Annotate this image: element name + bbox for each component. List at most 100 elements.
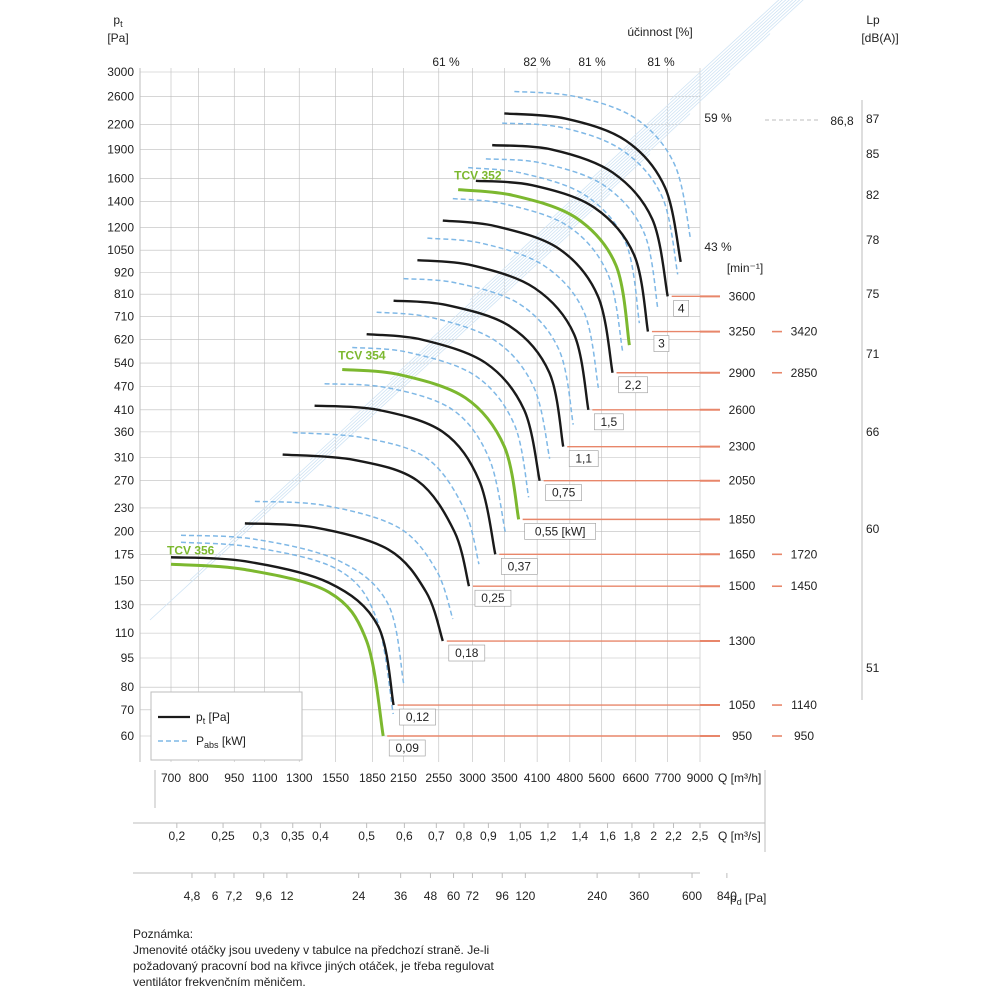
pd-subscript: d bbox=[737, 897, 742, 907]
x-tick-label-m3h: 9000 bbox=[687, 771, 714, 785]
series-label: TCV 356 bbox=[167, 543, 215, 557]
speed-label: 2050 bbox=[729, 474, 756, 488]
efficiency-guide bbox=[189, 193, 611, 581]
y-tick-label: 920 bbox=[114, 266, 134, 280]
x-tick-label-pd: 72 bbox=[466, 889, 480, 903]
y-tick-label: 2600 bbox=[107, 89, 134, 103]
footnote-line: ventilátor frekvenčním měničem. bbox=[133, 975, 306, 989]
y-axis-unit: [Pa] bbox=[107, 31, 128, 45]
legend-box bbox=[150, 691, 303, 761]
efficiency-guide bbox=[469, 0, 797, 301]
x-tick-label-m3s: 0,3 bbox=[252, 829, 269, 843]
lp-tick-label: 75 bbox=[866, 287, 880, 301]
power-box bbox=[388, 739, 426, 757]
y-tick-label: 230 bbox=[114, 501, 134, 515]
x-tick-label-pd: 7,2 bbox=[226, 889, 243, 903]
power-box bbox=[524, 523, 596, 540]
y-tick-label: 1400 bbox=[107, 194, 134, 208]
legend-pt-unit: [Pa] bbox=[205, 710, 230, 724]
efficiency-guide bbox=[589, 0, 787, 181]
power-label: 0,25 bbox=[481, 591, 505, 605]
pabs-curve bbox=[514, 90, 692, 241]
pabs-curve bbox=[352, 346, 530, 498]
x-tick-label-m3s: 2,5 bbox=[692, 829, 709, 843]
x-tick-label-m3s: 1,2 bbox=[540, 829, 557, 843]
pt-curve bbox=[442, 219, 614, 373]
speed-right-label: 950 bbox=[794, 729, 814, 743]
speed-unit: [min⁻¹] bbox=[727, 261, 763, 275]
series-label: TCV 352 bbox=[454, 169, 502, 183]
speed-label: 1650 bbox=[729, 547, 756, 561]
power-box bbox=[673, 300, 689, 317]
x-tick-label-pd: 12 bbox=[280, 889, 294, 903]
y-tick-label: 270 bbox=[114, 474, 134, 488]
power-label: 0,09 bbox=[396, 741, 420, 755]
legend: pt [Pa] Pabs [kW] bbox=[150, 691, 303, 761]
x-tick-label-m3s: 0,35 bbox=[281, 829, 305, 843]
pt-curve bbox=[314, 404, 497, 555]
x-tick-label-m3s: 0,9 bbox=[480, 829, 497, 843]
x-tick-label-pd: 36 bbox=[394, 889, 408, 903]
speed-label: 2900 bbox=[729, 366, 756, 380]
pd-unit: [Pa] bbox=[742, 891, 767, 905]
efficiency-guide bbox=[549, 0, 790, 221]
efficiency-guide bbox=[149, 233, 571, 621]
highlight-curve bbox=[342, 367, 521, 520]
footnote: Poznámka: Jmenovité otáčky jsou uvedeny … bbox=[133, 926, 593, 990]
x-axis-unit-pd: pd [Pa] bbox=[730, 891, 766, 907]
x-tick-label-m3h: 2150 bbox=[390, 771, 417, 785]
series-label: TCV 354 bbox=[338, 348, 386, 362]
y-tick-label: 175 bbox=[114, 547, 134, 561]
y-tick-label: 470 bbox=[114, 380, 134, 394]
pabs-curve bbox=[452, 197, 624, 351]
speed-right-label: 1140 bbox=[791, 698, 817, 712]
x-tick-label-m3s: 0,25 bbox=[211, 829, 235, 843]
power-label: 4 bbox=[678, 301, 685, 315]
x-tick-label-m3h: 1100 bbox=[252, 771, 278, 785]
pabs-curve bbox=[180, 534, 405, 684]
x-tick-label-m3s: 0,4 bbox=[312, 829, 329, 843]
y-tick-label: 130 bbox=[114, 598, 134, 612]
axes: 3000260022001900160014001200105092081071… bbox=[107, 55, 879, 903]
y-axis-symbol: p bbox=[113, 13, 120, 27]
speed-label: 2300 bbox=[729, 440, 756, 454]
speed-right-label: 3420 bbox=[791, 325, 818, 339]
power-label: 2,2 bbox=[625, 378, 642, 392]
legend-pt-label: pt [Pa] bbox=[196, 710, 230, 726]
x-tick-label-m3h: 7700 bbox=[654, 771, 681, 785]
y-tick-label: 70 bbox=[121, 703, 135, 717]
lp-tick-label: 51 bbox=[866, 661, 880, 675]
pabs-curve bbox=[502, 122, 679, 275]
x-tick-label-m3h: 1850 bbox=[359, 771, 386, 785]
power-label: 0,37 bbox=[508, 559, 532, 573]
x-tick-label-m3s: 1,6 bbox=[599, 829, 616, 843]
x-tick-label-m3s: 0,5 bbox=[358, 829, 375, 843]
efficiency-guide bbox=[509, 0, 794, 261]
power-label: 0,18 bbox=[455, 646, 479, 660]
power-box bbox=[653, 335, 670, 352]
y-tick-label: 80 bbox=[121, 680, 135, 694]
x-tick-label-m3h: 700 bbox=[161, 771, 181, 785]
lp-tick-label: 66 bbox=[866, 425, 880, 439]
x-tick-label-pd: 120 bbox=[515, 889, 535, 903]
y-tick-label: 310 bbox=[114, 450, 134, 464]
pabs-curve bbox=[376, 311, 551, 459]
legend-pabs-unit: [kW] bbox=[219, 734, 246, 748]
power-label: 0,75 bbox=[552, 486, 576, 500]
x-tick-label-m3h: 3000 bbox=[459, 771, 486, 785]
x-tick-label-pd: 240 bbox=[587, 889, 607, 903]
speed-right-label: 1720 bbox=[791, 547, 818, 561]
pabs-curve bbox=[468, 166, 641, 324]
legend-pt-symbol: p bbox=[196, 710, 203, 724]
y-tick-label: 1900 bbox=[107, 143, 134, 157]
efficiency-top-label: 81 % bbox=[647, 55, 675, 69]
fan-curves bbox=[170, 90, 692, 737]
speed-label: 1050 bbox=[729, 698, 756, 712]
legend-pabs-label: Pabs [kW] bbox=[196, 734, 246, 750]
y-axis-title: pt bbox=[113, 13, 123, 29]
speed-scale: 950 950 1050 1140 1300 1500 1450 1650 1720 1850 20… bbox=[387, 289, 818, 743]
y-tick-label: 60 bbox=[121, 729, 135, 743]
y-tick-label: 2200 bbox=[107, 118, 134, 132]
lp-tick-label: 78 bbox=[866, 233, 880, 247]
pt-curve bbox=[366, 333, 541, 481]
